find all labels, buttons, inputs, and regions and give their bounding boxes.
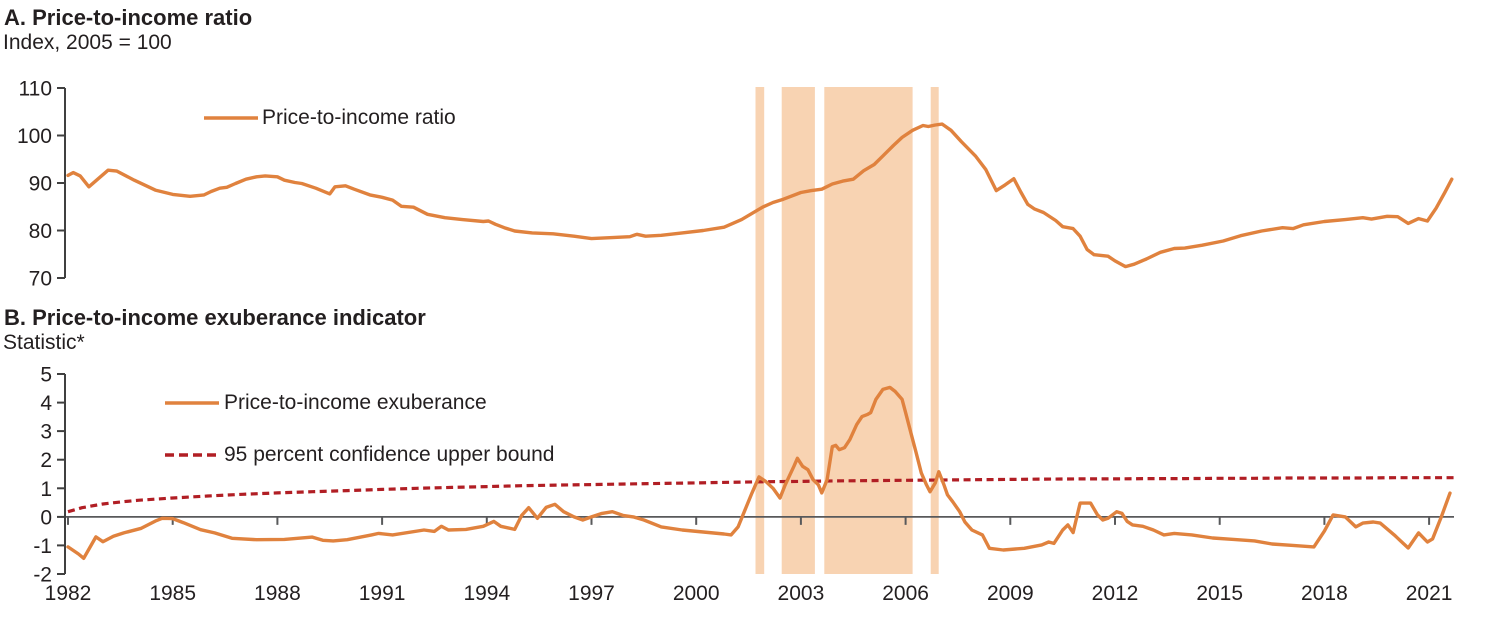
x-axis-tick-label: 2009 <box>987 582 1034 605</box>
y-axis-tick-label: 4 <box>40 392 52 415</box>
x-axis-tick-label: 1988 <box>254 582 301 605</box>
y-axis-tick-label: 0 <box>40 506 52 529</box>
exuberance-shading-band <box>930 87 939 574</box>
x-axis-tick-label: 2000 <box>673 582 720 605</box>
y-axis-tick-label: 110 <box>19 78 52 101</box>
x-axis-tick-label: 1994 <box>463 582 510 605</box>
y-axis-tick-label: 80 <box>29 220 52 243</box>
y-axis-tick-label: 70 <box>29 268 52 291</box>
x-axis-tick-label: 2018 <box>1301 582 1348 605</box>
x-axis-tick-label: 2006 <box>882 582 929 605</box>
x-axis-tick-label: 1982 <box>45 582 92 605</box>
x-axis-tick-label: 2021 <box>1406 582 1453 605</box>
y-axis-tick-label: 5 <box>40 364 52 387</box>
series-line-price-to-income-exuberance <box>66 385 1452 560</box>
y-axis-tick-label: 3 <box>40 421 52 444</box>
series-line-price-to-income-ratio <box>66 122 1454 269</box>
panel-b-title: B. Price-to-income exuberance indicator <box>4 305 426 330</box>
y-axis-tick-label: 2 <box>40 449 52 472</box>
x-axis-tick-label: 1997 <box>568 582 615 605</box>
legend-label-price-to-income-exuberance: Price-to-income exuberance <box>224 391 487 414</box>
exuberance-shading-band <box>755 87 765 574</box>
panel-a-title: A. Price-to-income ratio <box>4 5 253 30</box>
exuberance-shading-band <box>824 87 913 574</box>
x-axis-tick-label: 2003 <box>778 582 825 605</box>
y-axis-tick-label: 1 <box>40 478 52 501</box>
series-line-95-percent-confidence-upper-bound <box>67 476 1456 514</box>
legend-label-price-to-income-ratio: Price-to-income ratio <box>262 106 456 129</box>
x-axis-tick-label: 1985 <box>149 582 196 605</box>
y-axis-tick-label: 100 <box>17 125 52 148</box>
panel-b-units-label: Statistic* <box>3 331 85 354</box>
y-axis-tick-label: -2 <box>33 564 52 587</box>
x-axis-tick-label: 2015 <box>1196 582 1243 605</box>
y-axis-tick-label: 90 <box>29 173 52 196</box>
x-axis-tick-label: 1991 <box>359 582 406 605</box>
x-axis-tick-label: 2012 <box>1092 582 1139 605</box>
legend-label-confidence-upper-bound: 95 percent confidence upper bound <box>224 443 555 466</box>
panel-a-units-label: Index, 2005 = 100 <box>3 31 172 54</box>
exuberance-shading-band <box>781 87 815 574</box>
y-axis-tick-label: -1 <box>33 535 52 558</box>
